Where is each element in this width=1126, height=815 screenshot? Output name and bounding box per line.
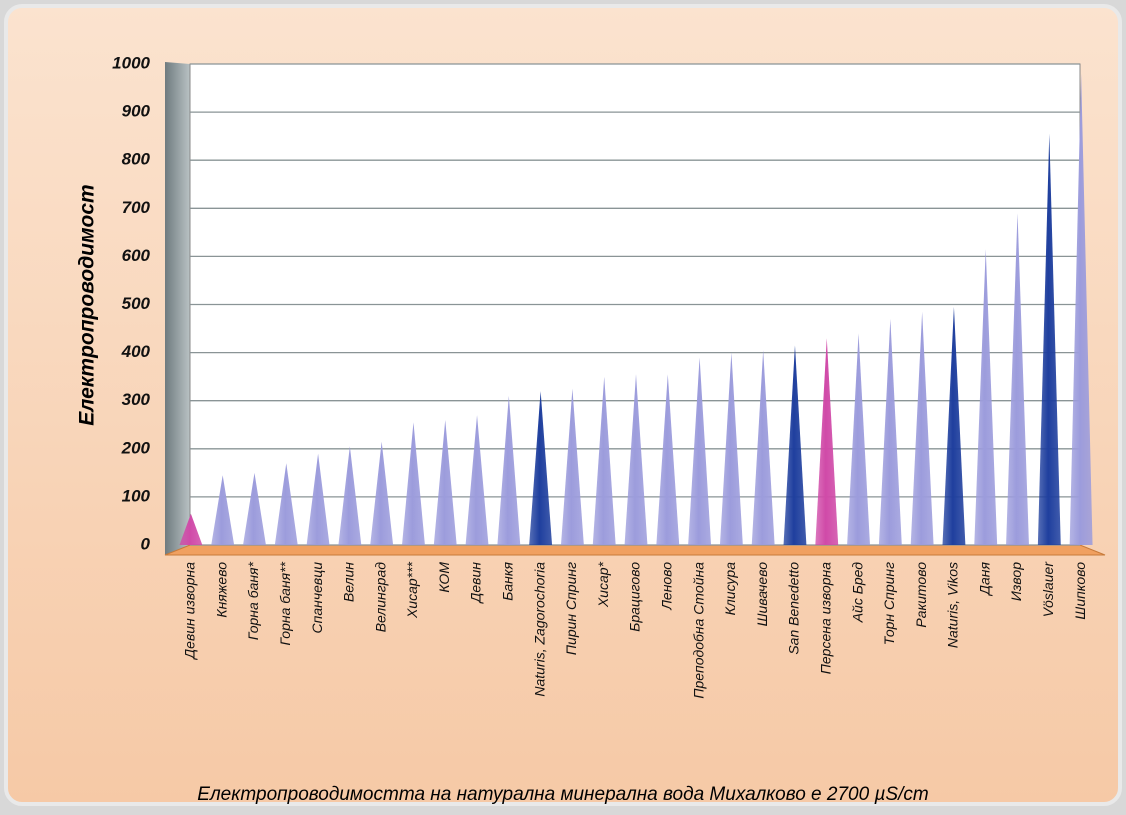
cone <box>497 395 521 545</box>
cone <box>243 472 266 545</box>
x-tick-label: Клисура <box>722 562 738 616</box>
y-tick-label: 1000 <box>112 53 150 72</box>
cone <box>370 441 394 545</box>
cone <box>179 513 203 545</box>
cone <box>433 419 457 545</box>
x-tick-label: Извор <box>1008 562 1024 601</box>
cone <box>560 388 584 545</box>
x-tick-label: Пирин Спринг <box>563 562 579 655</box>
cone <box>624 374 648 545</box>
y-tick-label: 800 <box>122 150 151 169</box>
x-tick-label: Велинград <box>372 562 388 633</box>
cone <box>910 311 934 545</box>
cone <box>274 463 298 545</box>
side-wall <box>165 62 190 555</box>
cone <box>1037 133 1061 545</box>
y-tick-label: 300 <box>122 390 151 409</box>
cone <box>529 391 553 545</box>
x-tick-label: КОМ <box>436 562 452 593</box>
x-tick-label: Шивачево <box>754 562 770 627</box>
cone <box>402 422 425 545</box>
cone <box>942 306 966 545</box>
cone <box>1006 213 1029 546</box>
x-tick-label: Девин изворна <box>182 562 198 661</box>
cone <box>847 333 870 545</box>
x-tick-label: Хисар* <box>595 561 611 608</box>
x-tick-label: Девин <box>468 562 484 605</box>
x-tick-label: Vöslauer <box>1040 561 1056 618</box>
x-tick-label: Naturis, Vikos <box>945 562 961 648</box>
cone <box>878 318 902 545</box>
y-tick-label: 900 <box>122 102 151 121</box>
x-tick-label: Брацигово <box>627 562 643 632</box>
cone <box>751 350 775 545</box>
y-tick-label: 100 <box>122 486 151 505</box>
x-tick-label: Велин <box>341 562 357 602</box>
x-tick-label: Леново <box>658 562 674 611</box>
cone <box>306 453 330 545</box>
cone <box>688 357 712 545</box>
x-tick-label: Хисар*** <box>404 561 420 619</box>
x-tick-label: Преподобна Стойна <box>690 562 706 699</box>
x-tick-label: San Benedetto <box>786 562 802 655</box>
cone <box>974 249 998 545</box>
x-tick-label: Ракитово <box>913 562 929 628</box>
y-tick-label: 700 <box>122 198 151 217</box>
floor <box>164 544 1106 556</box>
x-tick-label: Айс Бред <box>849 562 865 624</box>
x-tick-label: Шипково <box>1072 562 1088 620</box>
cone <box>783 345 807 545</box>
x-tick-label: Горна баня* <box>245 561 261 640</box>
x-tick-label: Княжево <box>213 562 229 618</box>
cone <box>465 415 489 545</box>
cone <box>338 446 362 545</box>
x-tick-label: Naturis, Zagorochoria <box>531 562 547 697</box>
cone <box>1069 73 1093 546</box>
x-tick-label: Спанчевци <box>309 562 325 634</box>
cone <box>592 376 616 545</box>
y-axis-title: Електропроводимост <box>76 184 99 425</box>
y-tick-label: 200 <box>121 438 151 457</box>
x-tick-label: Даня <box>976 561 992 596</box>
caption: Електропроводимостта на натурална минера… <box>197 784 928 805</box>
cone <box>211 475 235 545</box>
cone <box>815 338 839 545</box>
x-tick-label: Персена изворна <box>817 562 833 674</box>
y-tick-label: 500 <box>122 294 151 313</box>
y-tick-label: 600 <box>122 246 151 265</box>
x-tick-label: Банкя <box>500 561 516 600</box>
cone <box>719 352 743 545</box>
y-tick-label: 400 <box>121 342 151 361</box>
cone <box>656 374 680 545</box>
x-tick-label: Горна баня** <box>277 561 293 645</box>
y-tick-label: 0 <box>141 534 151 553</box>
x-tick-label: Торн Спринг <box>881 562 897 645</box>
